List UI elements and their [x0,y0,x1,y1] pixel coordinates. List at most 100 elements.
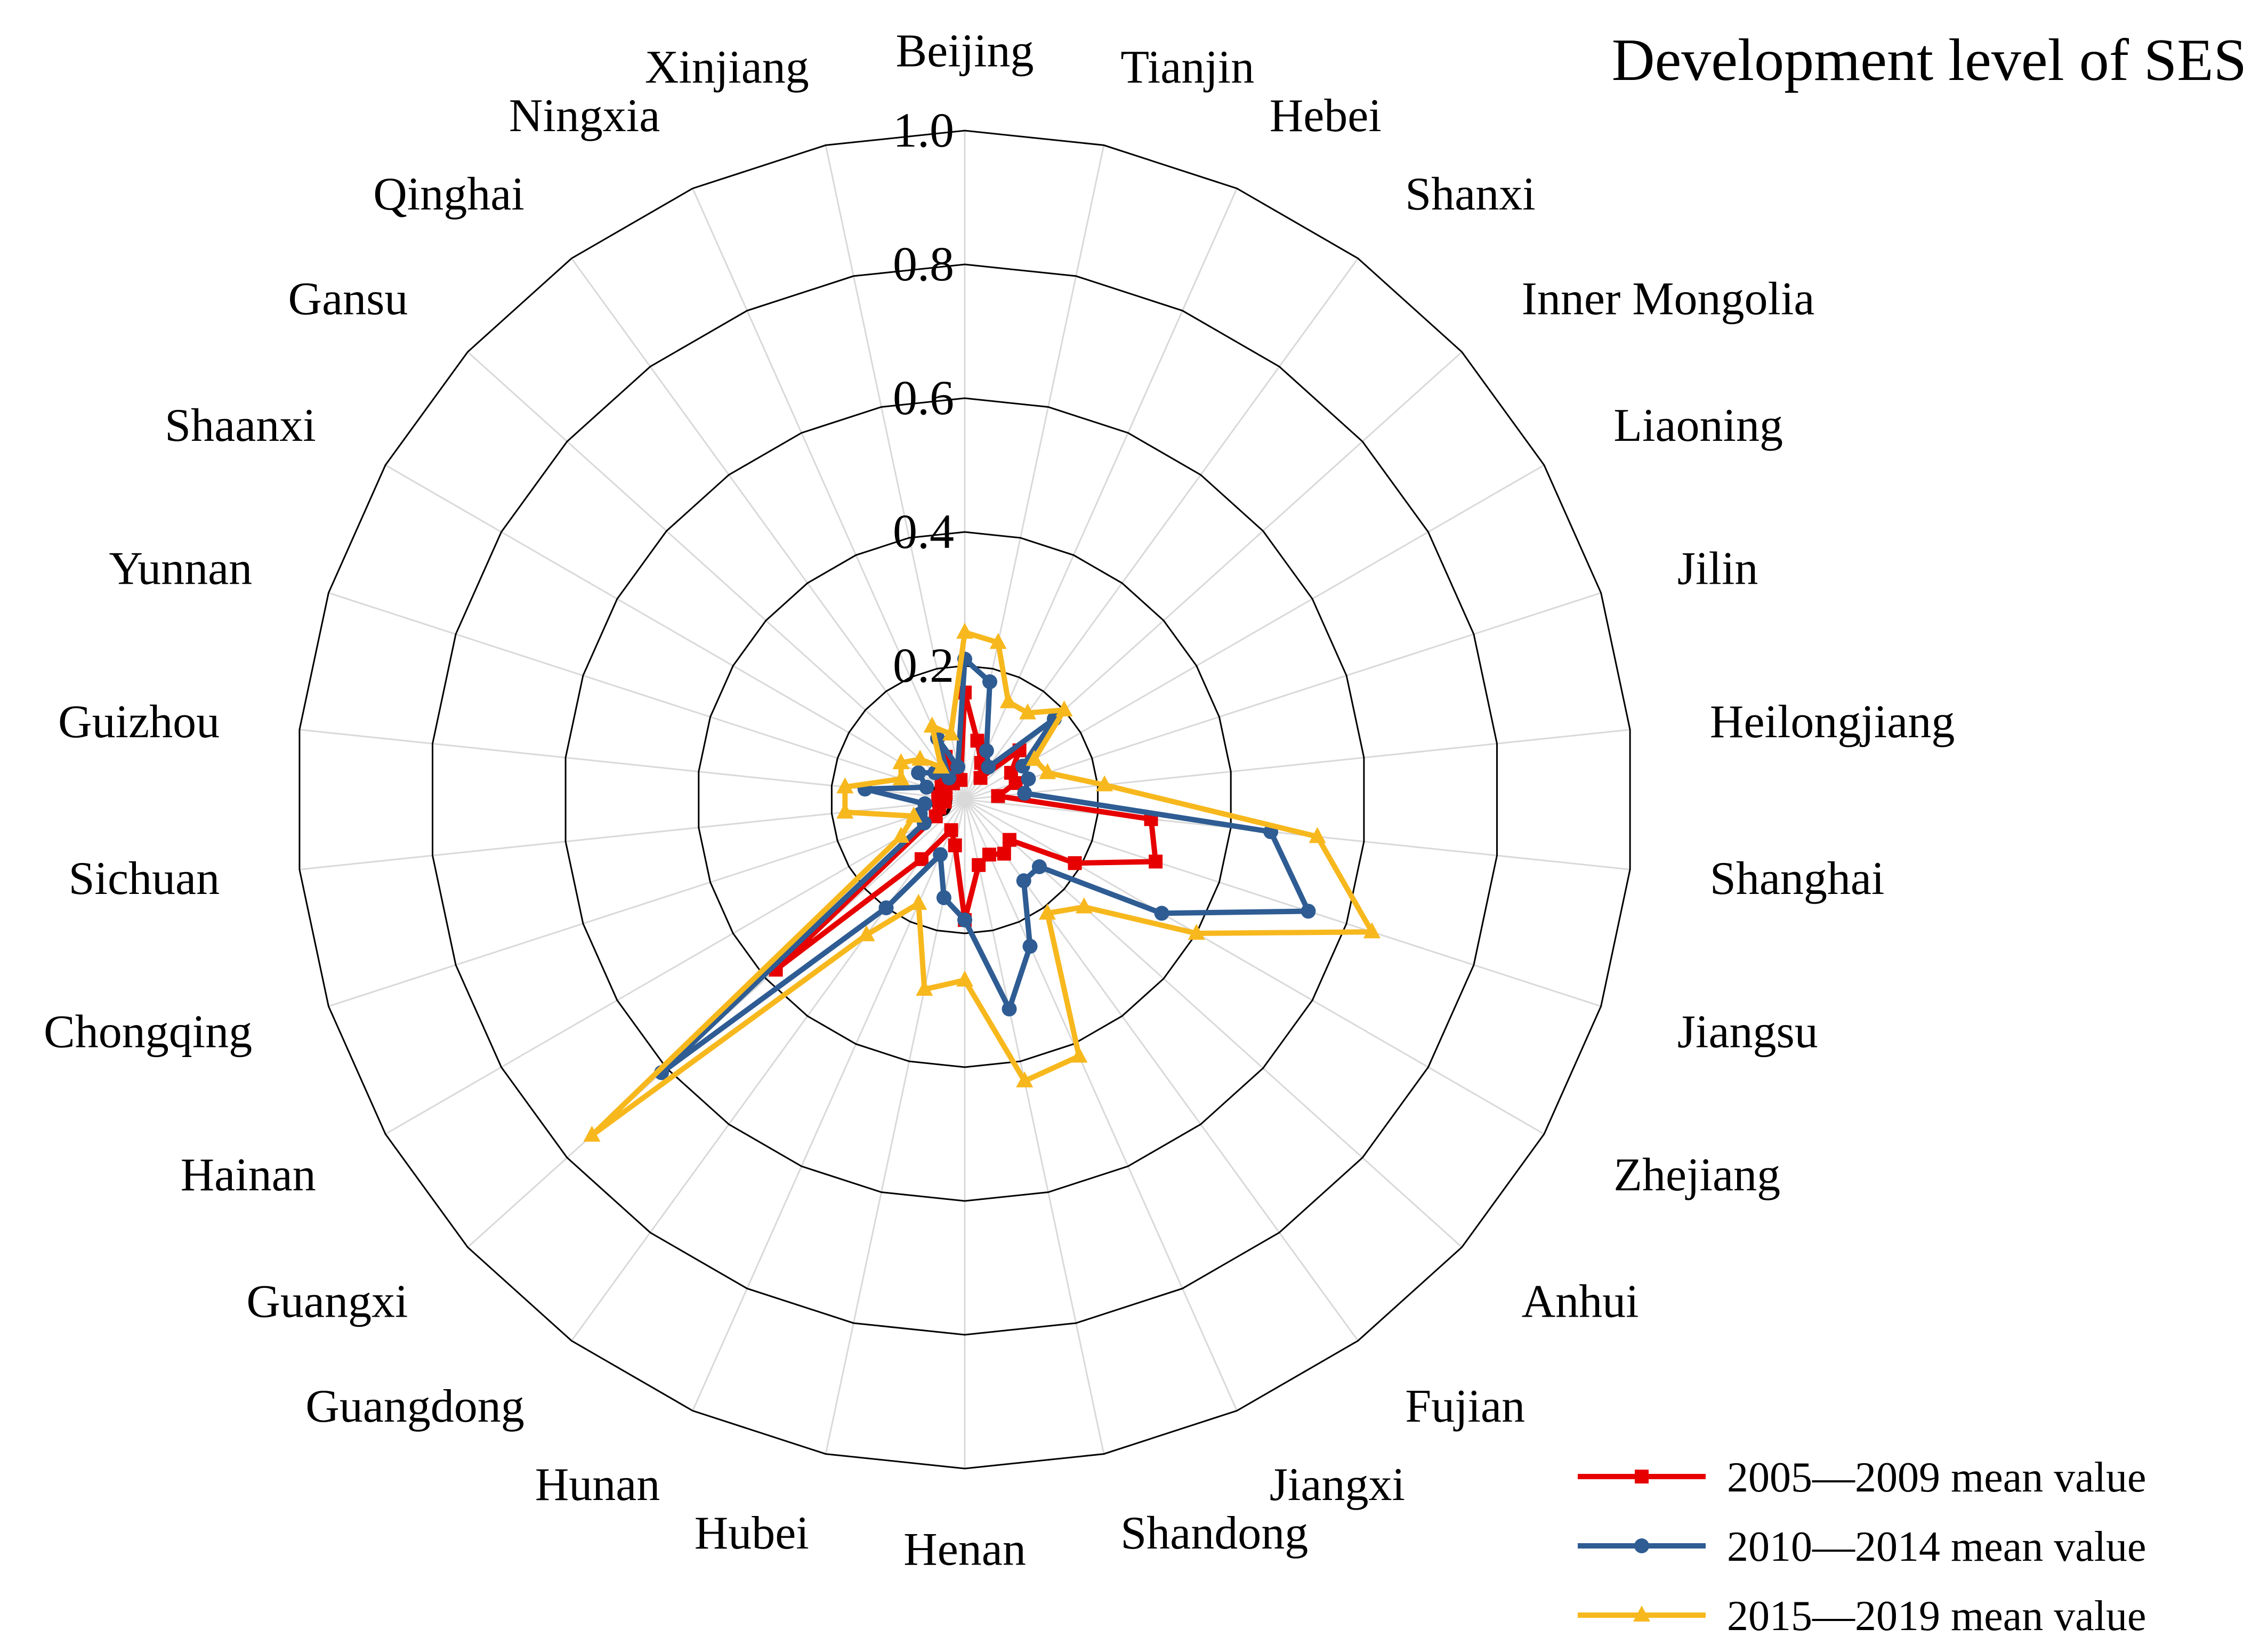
data-point [989,633,1007,649]
data-point [1301,904,1316,919]
legend-label: 2015—2019 mean value [1727,1593,2146,1637]
category-label: Inner Mongolia [1522,273,1815,325]
category-label: Shaanxi [165,400,316,451]
data-point [1019,703,1036,720]
spoke-line [328,592,965,801]
data-point [1188,924,1205,940]
grid-ring [698,531,1232,1068]
spoke-line [964,799,1602,1007]
data-point [1002,833,1016,847]
spoke-line [964,799,1545,1135]
data-point [956,623,973,639]
category-label: Jilin [1677,543,1758,595]
category-label: Sichuan [69,853,220,905]
data-point [917,796,933,811]
series-group [583,623,1381,1142]
spoke-line [964,729,1631,801]
radial-tick-label: 0.4 [893,504,954,559]
category-label: Hubei [695,1507,809,1559]
legend-entry: 2015—2019 mean value [1578,1593,2146,1637]
legend-marker [1635,1470,1649,1483]
spoke-line [964,799,1359,1342]
category-label: Guangxi [246,1276,408,1328]
radar-grid [298,130,1631,1470]
category-label: Guizhou [58,696,220,748]
data-point [997,846,1011,861]
data-point [892,827,910,843]
data-point [936,890,951,906]
data-point [957,912,972,928]
data-point [1002,1001,1017,1017]
data-point [905,807,923,822]
data-point [1039,763,1056,779]
category-label: Jiangxi [1270,1459,1405,1511]
spoke-line [385,799,965,1135]
category-label: Shandong [1120,1507,1308,1559]
category-label: Qinghai [373,168,524,220]
data-point [972,858,986,872]
legend: 2005—2009 mean value 2010—2014 mean value… [1578,1454,2146,1637]
data-point [923,716,941,733]
grid-ring [564,397,1365,1202]
data-point [892,769,910,786]
data-point [1038,904,1056,920]
radial-tick-label: 0.2 [893,638,954,692]
data-point [1096,775,1113,792]
category-label: Chongqing [44,1006,252,1058]
data-point [1154,906,1169,921]
data-point [916,980,933,996]
legend-marker [1633,1606,1650,1622]
data-point [933,847,948,862]
data-point [836,777,854,794]
series-lines [583,623,1381,1142]
grid-ring [830,665,1099,934]
category-label: Zhejiang [1613,1149,1780,1201]
spoke-line [964,592,1602,801]
category-label: Fujian [1405,1381,1525,1432]
data-point [999,692,1017,708]
category-labels: Beijing Tianjin Hebei Shanxi Inner Mongolia L… [44,25,1955,1575]
data-point [910,893,927,910]
data-point [1026,749,1043,766]
legend-marker [1634,1538,1649,1553]
spoke-line [964,145,1105,800]
data-point [911,765,926,780]
category-label: Gansu [288,273,408,325]
spoke-line [299,799,965,870]
spoke-line [385,464,965,801]
data-point [1016,873,1031,889]
category-label: Hebei [1270,90,1382,142]
spoke-line [692,799,966,1412]
category-label: Tianjin [1120,42,1254,93]
data-point [919,779,934,795]
category-label: Liaoning [1613,400,1783,451]
category-label: Shanxi [1405,168,1535,220]
radial-tick-label: 1.0 [893,103,954,157]
data-point [944,823,958,837]
spoke-line [328,799,965,1007]
radial-tick-label: 0.6 [893,370,954,425]
data-point [583,1125,601,1142]
data-point [950,759,965,775]
category-label: Xinjiang [645,42,809,93]
data-point [1068,856,1082,870]
category-label: Heilongjiang [1710,696,1955,748]
data-point [981,760,996,775]
data-point [1022,939,1038,954]
data-point [991,789,1005,803]
data-point [1017,786,1032,801]
radial-tick-label: 0.8 [893,237,954,291]
data-point [1031,859,1047,874]
spoke-line [964,799,1631,870]
chart-title: Development level of SES [1612,27,2247,93]
legend-label: 2010—2014 mean value [1727,1523,2146,1570]
data-point [914,852,929,866]
data-point [1309,827,1326,843]
spoke-line [571,799,966,1342]
radial-tick-labels: 00.20.40.60.81.0 [893,103,954,826]
data-point [948,838,962,852]
spoke-line [825,799,966,1454]
data-point [1070,1046,1088,1063]
grid-ring [432,263,1498,1336]
